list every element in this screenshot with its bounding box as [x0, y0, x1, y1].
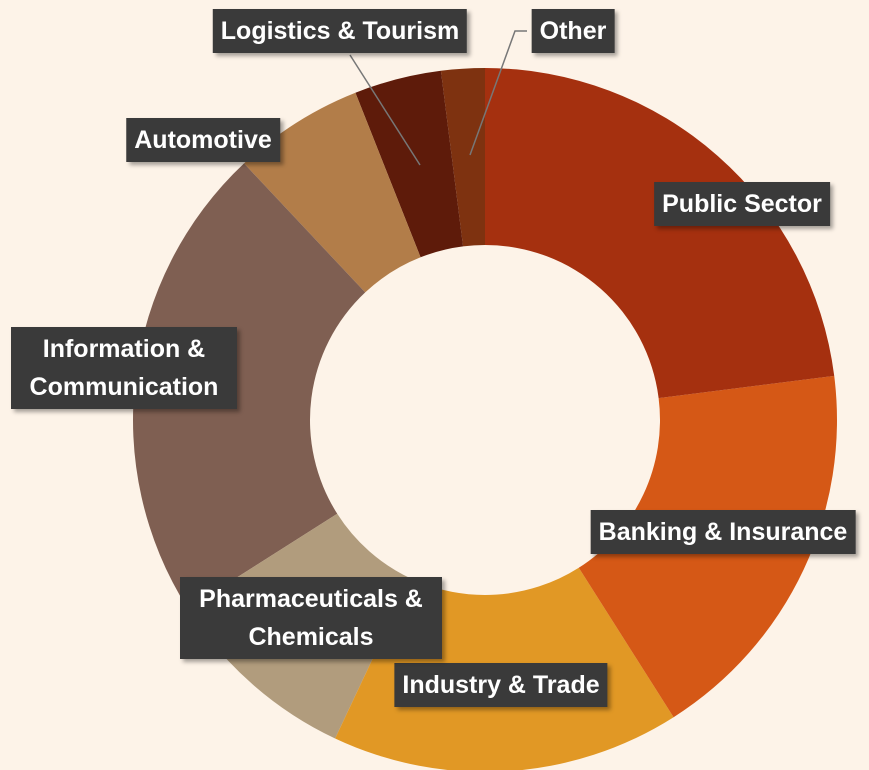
donut-slice	[355, 70, 464, 258]
slice-label: Industry & Trade	[394, 663, 608, 707]
donut-slice	[244, 92, 421, 293]
slice-label: Public Sector	[654, 182, 830, 226]
slice-label: Pharmaceuticals & Chemicals	[180, 577, 442, 659]
leader-line	[349, 54, 421, 166]
slice-label: Other	[531, 9, 615, 53]
slice-label: Banking & Insurance	[590, 510, 856, 554]
slice-label: Logistics & Tourism	[212, 9, 468, 53]
slice-label: Automotive	[126, 118, 280, 162]
slice-label: Information & Communication	[11, 327, 237, 409]
donut-slice	[440, 68, 485, 247]
donut-slice	[485, 68, 835, 399]
leader-line	[469, 30, 527, 156]
donut-slice	[133, 163, 366, 609]
